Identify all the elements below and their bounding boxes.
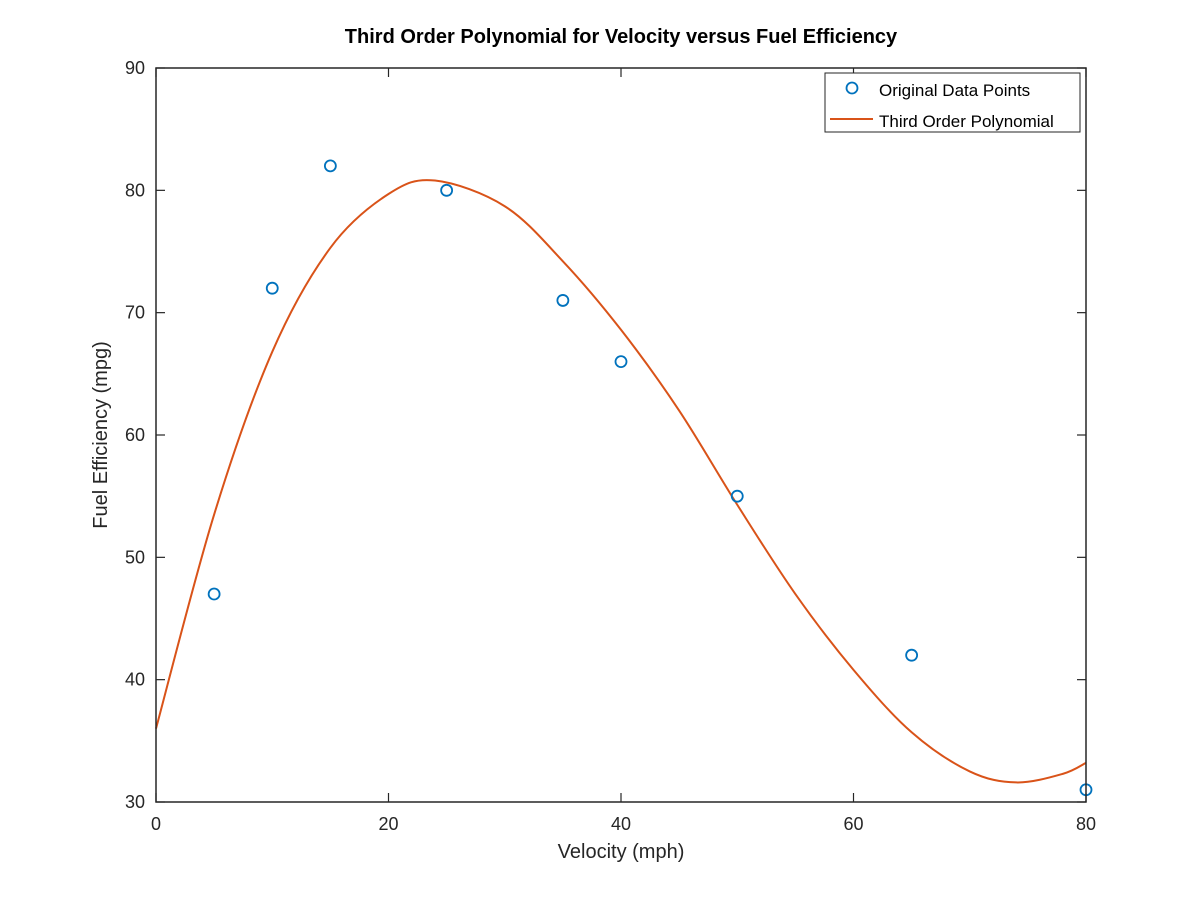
x-tick-label: 40 bbox=[611, 814, 631, 834]
legend-marker-original-data bbox=[845, 81, 859, 95]
plot-area bbox=[156, 68, 1086, 802]
x-tick-label: 60 bbox=[843, 814, 863, 834]
y-tick-label: 30 bbox=[125, 792, 145, 812]
y-tick-label: 90 bbox=[125, 58, 145, 78]
chart-title: Third Order Polynomial for Velocity vers… bbox=[345, 26, 898, 48]
data-point bbox=[323, 159, 337, 173]
legend: Original Data Points Third Order Polynom… bbox=[824, 72, 1081, 133]
series-points-original-data bbox=[207, 159, 1093, 797]
legend-label-original-data: Original Data Points bbox=[879, 81, 1030, 100]
y-axis-label: Fuel Efficiency (mpg) bbox=[90, 341, 112, 528]
data-point bbox=[730, 489, 744, 503]
x-tick-label: 80 bbox=[1076, 814, 1096, 834]
data-point bbox=[265, 281, 279, 295]
y-tick-label: 50 bbox=[125, 547, 145, 567]
y-tick-label: 70 bbox=[125, 303, 145, 323]
legend-box bbox=[824, 72, 1081, 133]
data-point bbox=[614, 355, 628, 369]
data-point bbox=[207, 587, 221, 601]
legend-label-third-order-polynomial: Third Order Polynomial bbox=[879, 112, 1054, 131]
series-line-third-order-polynomial bbox=[155, 179, 1087, 784]
x-tick-label: 20 bbox=[378, 814, 398, 834]
data-point bbox=[440, 183, 454, 197]
x-axis-label: Velocity (mph) bbox=[558, 841, 685, 863]
tick-labels: 0 20 40 60 80 30 40 50 60 70 80 90 bbox=[125, 58, 1096, 834]
series-layer bbox=[155, 159, 1093, 797]
data-point bbox=[556, 294, 570, 307]
y-tick-label: 60 bbox=[125, 425, 145, 445]
y-tick-label: 40 bbox=[125, 670, 145, 690]
data-point bbox=[905, 648, 919, 662]
x-tick-label: 0 bbox=[151, 814, 161, 834]
axes-box bbox=[155, 67, 1087, 803]
y-tick-label: 80 bbox=[125, 180, 145, 200]
